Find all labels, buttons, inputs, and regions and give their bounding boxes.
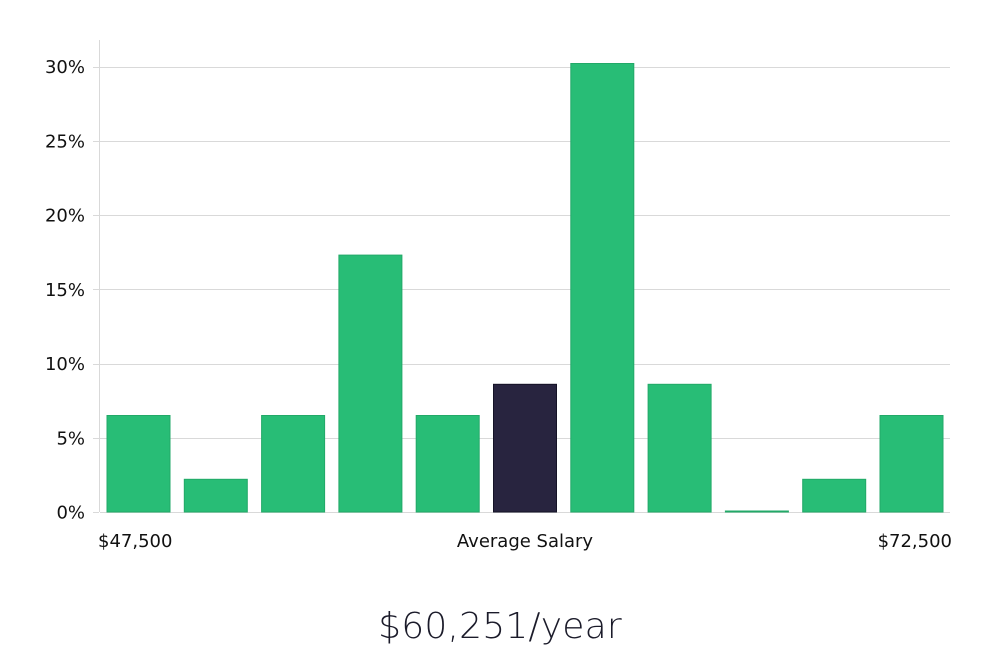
bar-6 xyxy=(570,63,635,513)
x-min-label: $47,500 xyxy=(98,531,172,552)
bar-4 xyxy=(415,415,480,513)
ytick-label-10: 10% xyxy=(45,354,85,375)
bars xyxy=(106,63,944,513)
bar-2 xyxy=(261,415,326,513)
ytick-label-25: 25% xyxy=(45,131,85,152)
bar-7 xyxy=(647,383,712,513)
x-max-label: $72,500 xyxy=(878,531,952,552)
bar-1 xyxy=(183,478,248,513)
ytick-label-0: 0% xyxy=(56,503,85,524)
ytick-label-5: 5% xyxy=(56,428,85,449)
y-tick-labels: 0% 5% 10% 15% 20% 25% 30% xyxy=(45,57,85,524)
ytick-label-15: 15% xyxy=(45,280,85,301)
bar-3 xyxy=(338,254,403,513)
bar-0 xyxy=(106,415,171,513)
salary-histogram: 0% 5% 10% 15% 20% 25% 30% $47,500 Average Sala… xyxy=(45,40,952,552)
bar-8 xyxy=(724,510,789,513)
grid-lines xyxy=(93,67,950,513)
bar-highlight-average xyxy=(493,383,557,513)
bar-9 xyxy=(802,478,867,513)
x-axis-title: Average Salary xyxy=(457,531,594,552)
average-salary-value: $60,251/year xyxy=(378,606,622,647)
bar-10 xyxy=(879,415,944,513)
ytick-label-20: 20% xyxy=(45,206,85,227)
ytick-label-30: 30% xyxy=(45,57,85,78)
